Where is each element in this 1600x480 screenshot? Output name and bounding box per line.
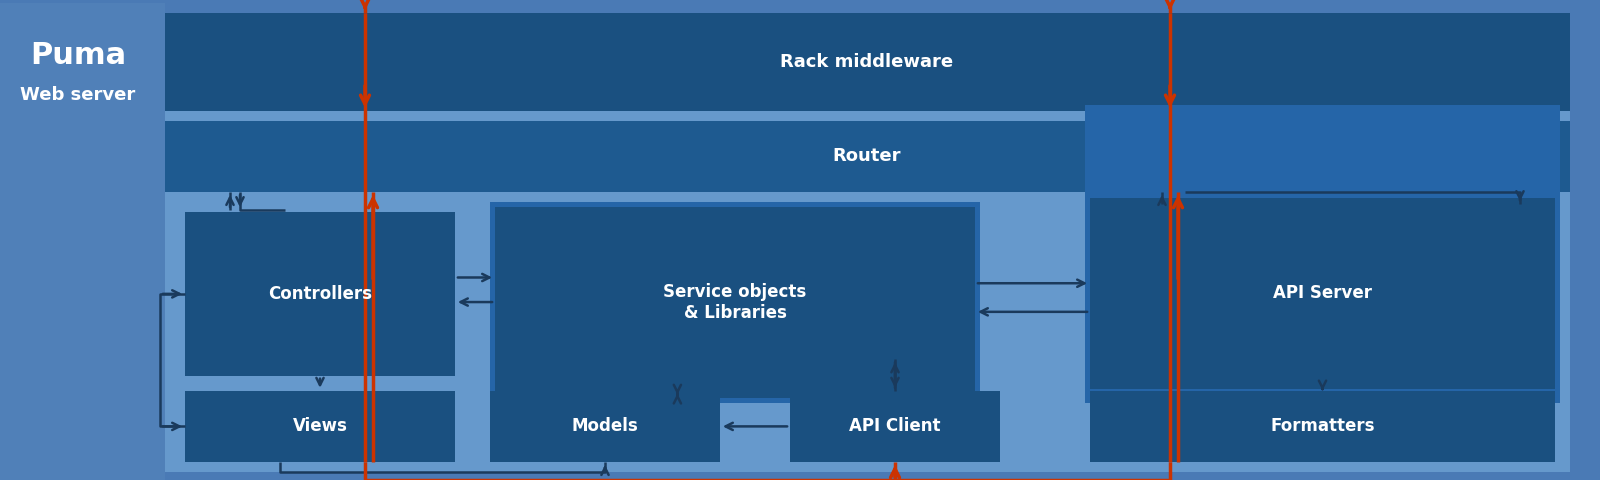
Text: API Server: API Server [1274, 284, 1373, 302]
Bar [1085, 105, 1560, 403]
Bar [165, 13, 1570, 472]
Bar [165, 120, 1570, 192]
Text: API Client: API Client [850, 418, 941, 435]
Text: Rack middleware: Rack middleware [781, 53, 954, 71]
Bar [790, 391, 1000, 462]
Text: Views: Views [293, 418, 347, 435]
Bar [0, 3, 165, 480]
Bar [165, 13, 1570, 111]
Bar [186, 212, 454, 376]
Text: Formatters: Formatters [1270, 418, 1374, 435]
Text: Puma: Puma [30, 41, 126, 70]
Bar [490, 202, 979, 403]
Text: Router: Router [832, 147, 901, 166]
Text: Models: Models [571, 418, 638, 435]
Text: Controllers: Controllers [269, 285, 371, 303]
Text: Web server: Web server [21, 86, 136, 104]
Text: Service objects
& Libraries: Service objects & Libraries [664, 283, 806, 322]
Bar [1090, 198, 1555, 389]
Bar [494, 207, 974, 397]
Bar [186, 391, 454, 462]
Bar [165, 202, 1570, 472]
Bar [1090, 391, 1555, 462]
Bar [490, 391, 720, 462]
